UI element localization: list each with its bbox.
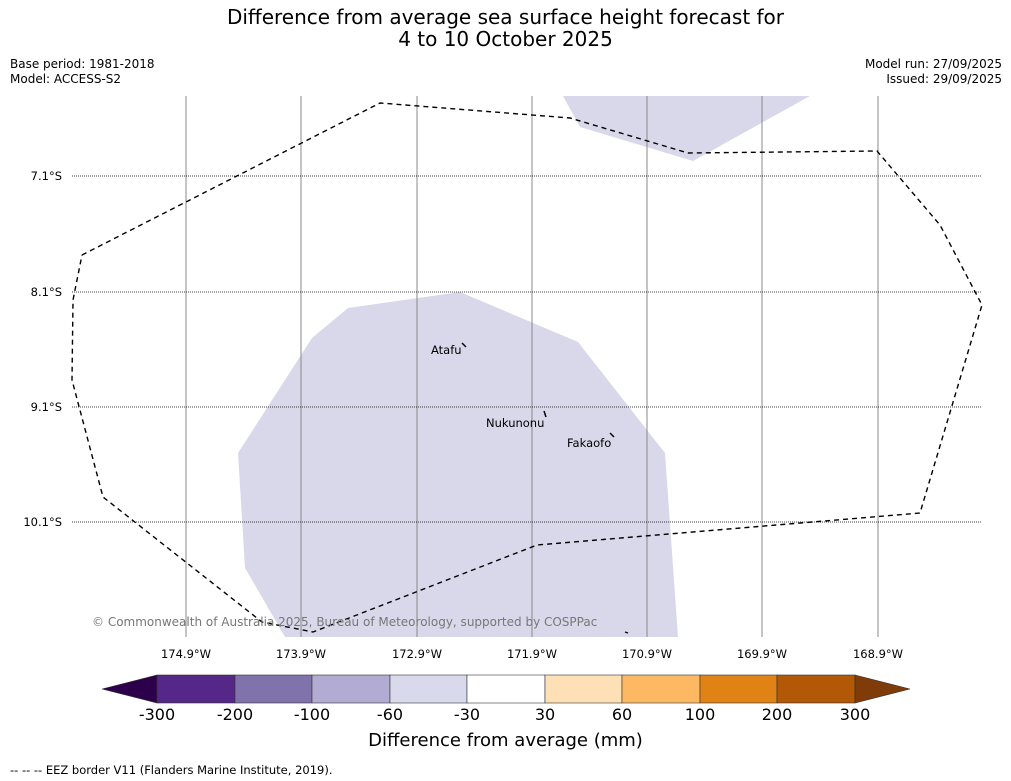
colorbar-extend-high — [854, 674, 911, 704]
colorbar-tick: 100 — [684, 705, 716, 724]
lat-label: 8.1°S — [30, 285, 62, 299]
colorbar-tick: 60 — [611, 705, 633, 724]
small-island — [624, 631, 629, 634]
model-name: Model: ACCESS-S2 — [10, 72, 122, 86]
lat-label: 10.1°S — [23, 515, 62, 529]
colorbar-bin — [234, 674, 313, 704]
lon-label: 173.9°W — [275, 647, 327, 661]
copyright-notice: © Commonwealth of Australia 2025, Bureau… — [92, 615, 598, 629]
map-title: Difference from average sea surface heig… — [0, 6, 1011, 50]
place-label-fakaofo: Fakaofo — [567, 436, 612, 450]
meridian-lines — [185, 96, 879, 637]
colorbar-tick: -300 — [138, 705, 176, 724]
colorbar-bin — [389, 674, 468, 704]
colorbar-tick: -200 — [216, 705, 254, 724]
base-period: Base period: 1981-2018 — [10, 57, 155, 71]
colorbar-bin — [699, 674, 778, 704]
anomaly-region-main — [238, 292, 678, 637]
colorbar-bin — [776, 674, 856, 704]
colorbar-tick: 300 — [839, 705, 871, 724]
nukunonu-island — [543, 410, 547, 418]
colorbar — [101, 674, 911, 704]
lon-label: 170.9°W — [621, 647, 673, 661]
title-line-2: 4 to 10 October 2025 — [398, 27, 613, 51]
colorbar-bin — [544, 674, 623, 704]
place-label-nukunonu: Nukunonu — [486, 416, 545, 430]
lon-label: 169.9°W — [736, 647, 788, 661]
colorbar-label: Difference from average (mm) — [368, 730, 643, 751]
colorbar-tick: 30 — [534, 705, 556, 724]
lon-label: 171.9°W — [506, 647, 558, 661]
colorbar-bin — [621, 674, 701, 704]
meta-left: Base period: 1981-2018 Model: ACCESS-S2 — [10, 57, 155, 87]
lat-label: 9.1°S — [30, 400, 62, 414]
colorbar-tick: -100 — [293, 705, 331, 724]
colorbar-bin — [466, 674, 546, 704]
atafu-island — [461, 342, 467, 348]
colorbar-tick: 200 — [761, 705, 793, 724]
colorbar-tick: -30 — [453, 705, 481, 724]
colorbar-bin — [156, 674, 236, 704]
meta-right: Model run: 27/09/2025 Issued: 29/09/2025 — [865, 57, 1002, 87]
lon-label: 168.9°W — [852, 647, 904, 661]
colorbar-extend-low — [101, 674, 158, 704]
lon-label: 172.9°W — [391, 647, 443, 661]
issued-date: Issued: 29/09/2025 — [886, 72, 1002, 86]
eez-footnote: -- -- -- EEZ border V11 (Flanders Marine… — [10, 763, 333, 777]
anomaly-region-north — [563, 96, 810, 161]
fakaofo-island — [609, 432, 615, 438]
model-run: Model run: 27/09/2025 — [864, 57, 1002, 71]
parallel-lines — [72, 175, 982, 523]
title-line-1: Difference from average sea surface heig… — [226, 5, 785, 29]
lon-label: 174.9°W — [160, 647, 212, 661]
colorbar-bin — [311, 674, 391, 704]
lat-label: 7.1°S — [30, 169, 62, 183]
colorbar-tick: -60 — [376, 705, 404, 724]
place-label-atafu: Atafu — [431, 343, 462, 357]
